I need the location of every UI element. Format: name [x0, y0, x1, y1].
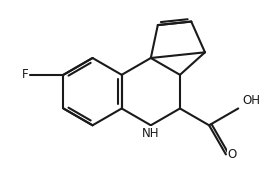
Text: F: F: [21, 68, 28, 81]
Text: O: O: [228, 148, 237, 161]
Text: OH: OH: [242, 94, 260, 107]
Text: NH: NH: [142, 127, 159, 140]
